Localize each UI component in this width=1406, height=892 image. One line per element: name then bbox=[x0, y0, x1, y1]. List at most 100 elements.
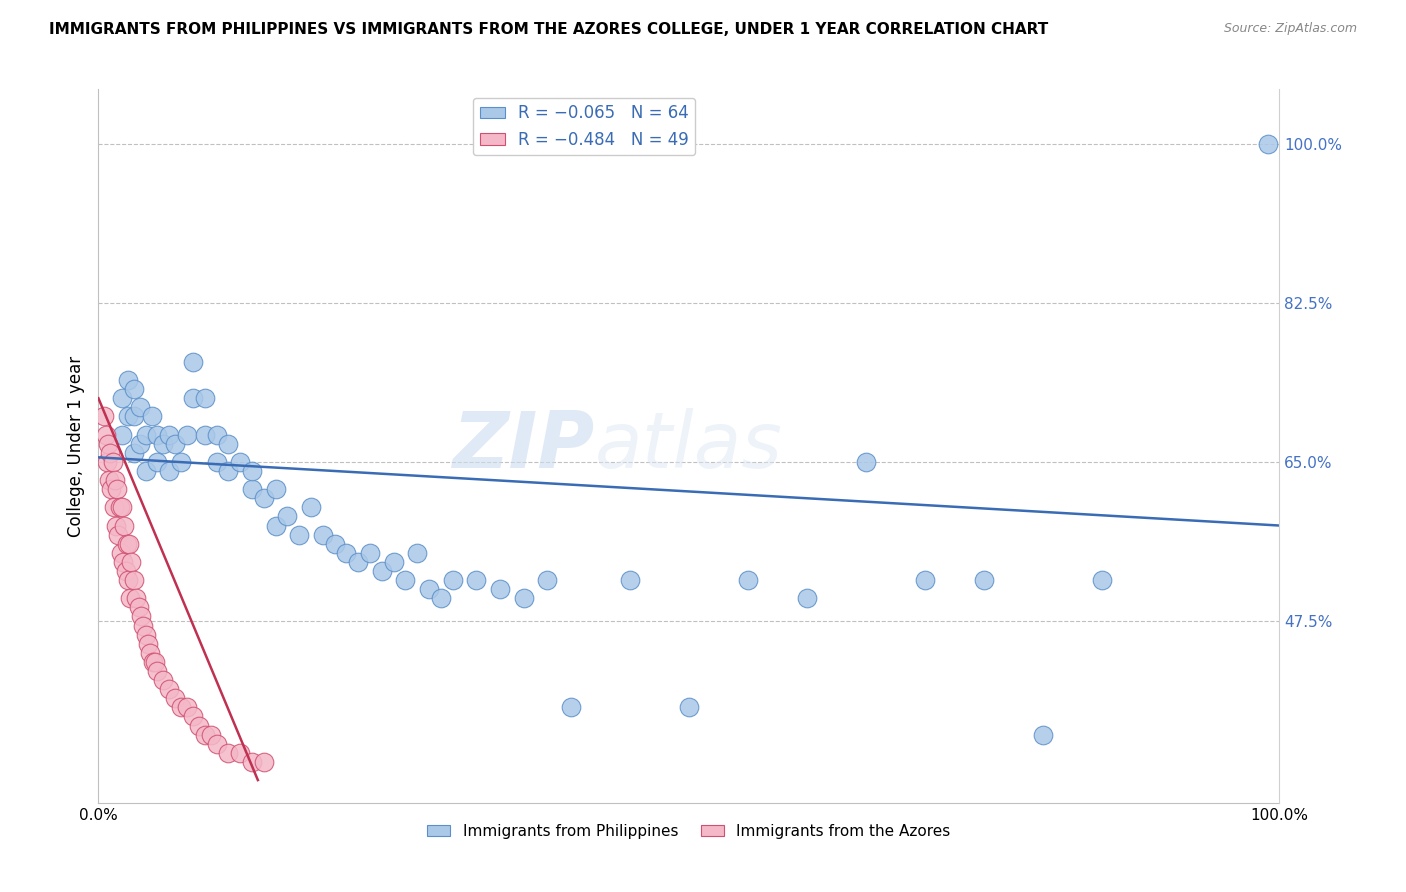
Point bbox=[347, 555, 370, 569]
Point bbox=[264, 482, 287, 496]
Point bbox=[146, 664, 169, 678]
Point bbox=[406, 546, 429, 560]
Point bbox=[112, 555, 135, 569]
Point bbox=[536, 573, 558, 587]
Point bbox=[105, 518, 128, 533]
Point bbox=[157, 427, 180, 442]
Point bbox=[181, 355, 204, 369]
Point bbox=[108, 500, 131, 515]
Point bbox=[205, 737, 228, 751]
Point bbox=[122, 446, 145, 460]
Point bbox=[229, 455, 252, 469]
Point bbox=[107, 527, 129, 541]
Point bbox=[117, 373, 139, 387]
Text: ZIP: ZIP bbox=[453, 408, 595, 484]
Point bbox=[335, 546, 357, 560]
Point bbox=[98, 446, 121, 460]
Point bbox=[128, 600, 150, 615]
Point bbox=[129, 609, 152, 624]
Point bbox=[122, 573, 145, 587]
Point bbox=[136, 637, 159, 651]
Point bbox=[117, 409, 139, 424]
Point bbox=[200, 728, 222, 742]
Point bbox=[914, 573, 936, 587]
Point bbox=[288, 527, 311, 541]
Point bbox=[194, 391, 217, 405]
Point bbox=[217, 464, 239, 478]
Point bbox=[217, 436, 239, 450]
Point bbox=[143, 655, 166, 669]
Point bbox=[253, 491, 276, 506]
Point bbox=[678, 700, 700, 714]
Point bbox=[1257, 136, 1279, 151]
Point bbox=[122, 382, 145, 396]
Point bbox=[240, 464, 263, 478]
Point bbox=[157, 682, 180, 697]
Point bbox=[111, 391, 134, 405]
Point bbox=[489, 582, 512, 597]
Point bbox=[1091, 573, 1114, 587]
Point bbox=[111, 500, 134, 515]
Point bbox=[139, 646, 162, 660]
Point bbox=[619, 573, 641, 587]
Point bbox=[110, 546, 132, 560]
Point bbox=[122, 409, 145, 424]
Point bbox=[194, 728, 217, 742]
Point bbox=[312, 527, 335, 541]
Point bbox=[181, 391, 204, 405]
Point bbox=[115, 537, 138, 551]
Point bbox=[135, 464, 157, 478]
Point bbox=[97, 436, 120, 450]
Point bbox=[299, 500, 322, 515]
Text: IMMIGRANTS FROM PHILIPPINES VS IMMIGRANTS FROM THE AZORES COLLEGE, UNDER 1 YEAR : IMMIGRANTS FROM PHILIPPINES VS IMMIGRANT… bbox=[49, 22, 1049, 37]
Text: Source: ZipAtlas.com: Source: ZipAtlas.com bbox=[1223, 22, 1357, 36]
Point bbox=[441, 573, 464, 587]
Point bbox=[359, 546, 381, 560]
Point bbox=[229, 746, 252, 760]
Point bbox=[141, 409, 163, 424]
Point bbox=[128, 436, 150, 450]
Point bbox=[152, 673, 174, 687]
Point bbox=[104, 473, 127, 487]
Point bbox=[135, 627, 157, 641]
Point bbox=[157, 464, 180, 478]
Point bbox=[855, 455, 877, 469]
Point bbox=[114, 564, 136, 578]
Point bbox=[96, 455, 118, 469]
Point bbox=[135, 427, 157, 442]
Point bbox=[132, 618, 155, 632]
Point bbox=[323, 537, 346, 551]
Point bbox=[165, 691, 187, 706]
Point bbox=[276, 509, 298, 524]
Point bbox=[217, 746, 239, 760]
Point bbox=[121, 555, 143, 569]
Point bbox=[105, 482, 128, 496]
Point bbox=[430, 591, 453, 606]
Point bbox=[382, 555, 405, 569]
Point bbox=[98, 473, 121, 487]
Point bbox=[264, 518, 287, 533]
Point bbox=[205, 455, 228, 469]
Point bbox=[120, 591, 142, 606]
Point bbox=[418, 582, 440, 597]
Point bbox=[796, 591, 818, 606]
Point bbox=[187, 718, 209, 732]
Point bbox=[253, 755, 276, 769]
Point bbox=[1032, 728, 1054, 742]
Y-axis label: College, Under 1 year: College, Under 1 year bbox=[66, 355, 84, 537]
Point bbox=[152, 436, 174, 450]
Text: atlas: atlas bbox=[595, 408, 782, 484]
Point bbox=[181, 709, 204, 723]
Point bbox=[176, 700, 198, 714]
Point bbox=[560, 700, 582, 714]
Point bbox=[371, 564, 394, 578]
Point bbox=[512, 591, 534, 606]
Point bbox=[93, 409, 115, 424]
Point bbox=[170, 455, 193, 469]
Point bbox=[194, 427, 217, 442]
Point bbox=[737, 573, 759, 587]
Point bbox=[100, 482, 122, 496]
Point bbox=[125, 591, 148, 606]
Point bbox=[146, 455, 169, 469]
Point bbox=[146, 427, 169, 442]
